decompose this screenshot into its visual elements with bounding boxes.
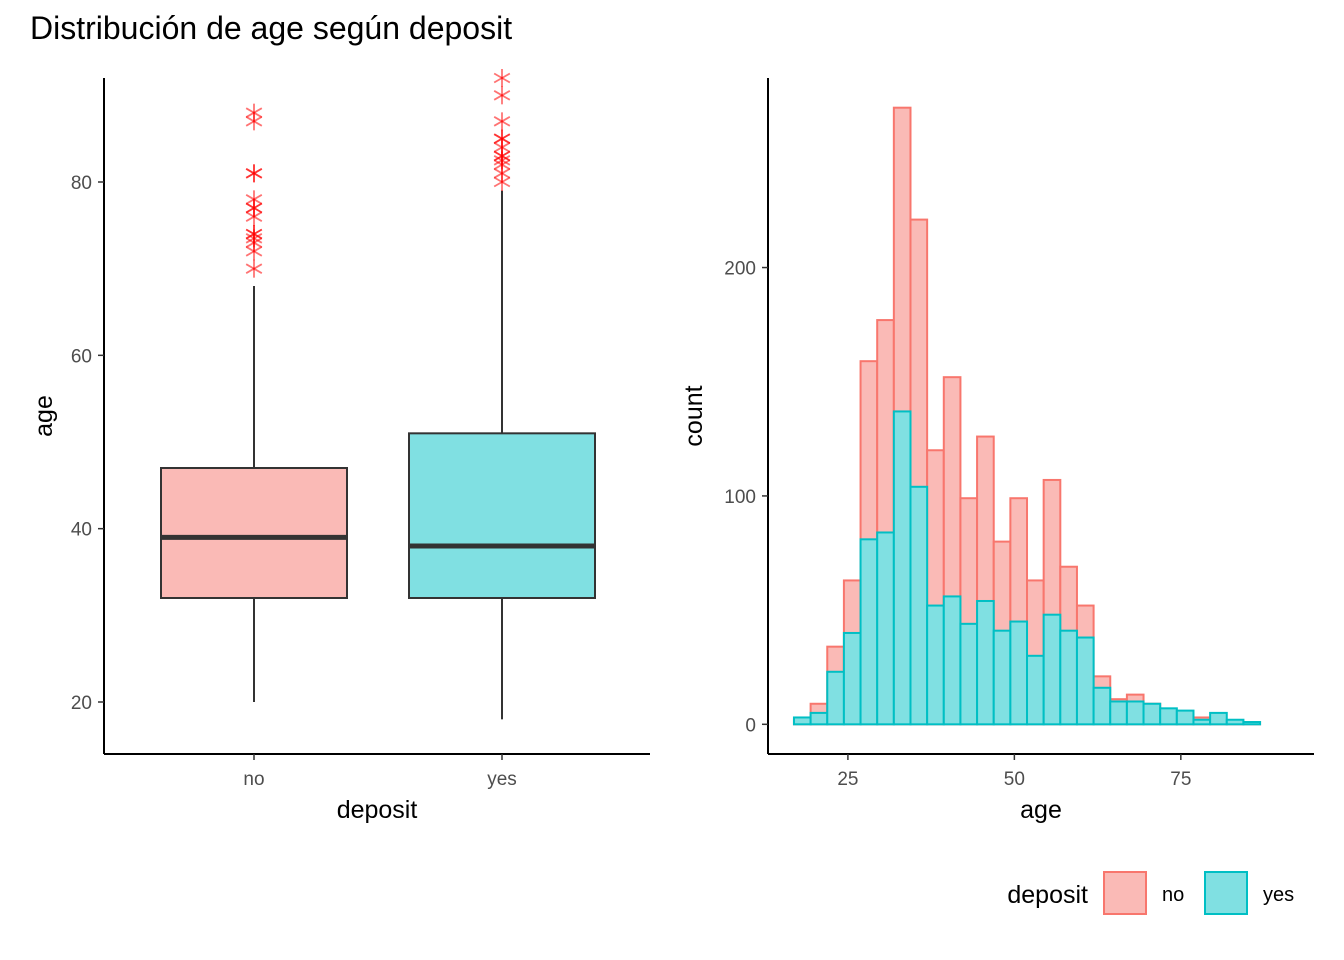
box-outlier-point <box>245 259 263 278</box>
hist-y-tick-label: 100 <box>724 487 756 508</box>
hist-bar-yes <box>1075 636 1095 726</box>
hist-bar-yes <box>942 595 962 726</box>
hist-bar-yes <box>1225 718 1245 726</box>
box-outlier-point <box>493 69 511 87</box>
hist-bar-yes <box>1092 686 1112 726</box>
legend-key-yes <box>1204 871 1248 915</box>
hist-bar-yes <box>926 604 945 726</box>
hist-bar-yes <box>859 538 879 726</box>
hist-bar-yes <box>976 599 995 726</box>
hist-x-tick-label: 75 <box>1170 769 1191 790</box>
hist-bar-yes <box>992 629 1012 726</box>
legend-label-no: no <box>1162 884 1184 906</box>
box-y-tick-label: 80 <box>71 173 92 194</box>
legend-label-yes: yes <box>1263 884 1294 906</box>
box-iqr-yes <box>408 432 596 600</box>
box-x-axis-title: deposit <box>337 796 418 824</box>
box-outlier-point <box>245 190 263 209</box>
hist-x-axis-title: age <box>1020 796 1062 824</box>
hist-bar-yes <box>1192 718 1212 726</box>
box-y-tick-label: 20 <box>71 693 92 714</box>
hist-bar-yes <box>1009 620 1029 726</box>
hist-bar-yes <box>1042 613 1062 726</box>
hist-bar-yes <box>1125 700 1145 726</box>
legend-title: deposit <box>1007 881 1088 909</box>
hist-y-tick-label: 0 <box>745 715 756 736</box>
chart-title: Distribución de age según deposit <box>30 10 513 46</box>
hist-bar-yes <box>1209 711 1228 726</box>
box-y-axis-title: age <box>30 395 58 437</box>
hist-x-tick-label: 25 <box>837 769 858 790</box>
hist-x-tick-label: 50 <box>1004 769 1025 790</box>
hist-bar-yes <box>842 631 862 726</box>
hist-bar-yes <box>1109 700 1128 726</box>
legend-key-no <box>1103 871 1147 915</box>
box-x-tick-label: no <box>243 769 264 790</box>
box-outlier-point <box>245 164 263 183</box>
box-iqr-no <box>160 467 348 599</box>
hist-bar-yes <box>1175 709 1195 726</box>
box-outlier-point <box>493 112 511 131</box>
hist-bar-yes <box>1059 629 1078 726</box>
hist-y-axis-title: count <box>680 385 708 446</box>
hist-bar-yes <box>1142 702 1162 726</box>
hist-bar-yes <box>909 485 929 726</box>
hist-y-tick-label: 200 <box>724 259 756 280</box>
hist-bar-yes <box>959 622 979 726</box>
hist-bar-yes <box>1242 721 1262 726</box>
hist-bar-yes <box>792 716 812 726</box>
box-y-tick-label: 40 <box>71 520 92 541</box>
hist-bar-yes <box>1026 654 1045 726</box>
hist-bar-yes <box>826 670 845 726</box>
box-y-tick-label: 60 <box>71 346 92 367</box>
hist-bar-yes <box>809 711 829 726</box>
hist-bar-yes <box>892 410 912 726</box>
hist-bar-yes <box>1159 707 1178 726</box>
hist-bar-yes <box>876 531 895 726</box>
box-outlier-point <box>493 129 511 148</box>
box-outlier-point <box>245 103 263 122</box>
box-outlier-point <box>245 225 263 243</box>
box-outlier-point <box>493 86 511 105</box>
box-x-tick-label: yes <box>487 769 517 790</box>
